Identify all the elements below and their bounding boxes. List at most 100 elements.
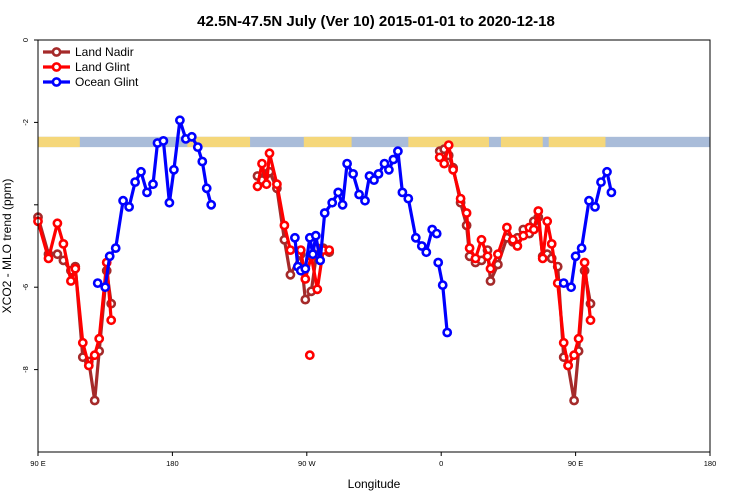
data-point	[130, 177, 140, 187]
data-point	[584, 195, 594, 206]
data-point	[106, 315, 117, 326]
data-point	[307, 249, 318, 260]
data-point	[485, 276, 496, 286]
data-point	[410, 232, 421, 243]
data-point	[264, 148, 275, 159]
data-point	[197, 156, 208, 167]
data-point	[416, 241, 427, 251]
x-tick-label: 90 E	[30, 459, 45, 468]
data-point	[43, 253, 54, 264]
x-tick-label: 90 W	[298, 459, 316, 468]
data-point	[174, 115, 185, 126]
data-point	[285, 269, 296, 280]
legend-item: Ocean Glint	[43, 75, 139, 89]
series-line	[436, 262, 449, 333]
data-point	[324, 245, 335, 255]
series-line	[438, 143, 593, 368]
data-point	[533, 206, 544, 216]
x-axis-label: Longitude	[348, 477, 401, 491]
series-line	[36, 220, 113, 368]
data-point	[433, 257, 444, 268]
data-point	[388, 154, 399, 165]
x-tick-label: 0	[439, 459, 443, 468]
data-point	[461, 208, 472, 218]
data-point	[142, 187, 152, 198]
data-point	[570, 251, 581, 262]
data-point	[285, 245, 296, 255]
data-point	[421, 247, 432, 258]
data-point	[52, 218, 63, 229]
data-point	[443, 140, 454, 150]
data-point	[464, 243, 475, 253]
data-point	[508, 234, 518, 245]
y-tick-label: -8	[21, 366, 30, 373]
data-point	[83, 360, 94, 371]
data-point	[100, 282, 111, 293]
y-tick-label: 0	[21, 38, 30, 42]
band-land	[303, 136, 352, 148]
data-point	[192, 142, 203, 152]
data-point	[606, 187, 617, 198]
data-point	[573, 333, 584, 344]
data-point	[58, 238, 69, 249]
chart-title: 42.5N-47.5N July (Ver 10) 2015-01-01 to …	[197, 13, 555, 30]
data-point	[333, 187, 344, 198]
y-tick-label: -6	[21, 284, 30, 291]
band-land	[500, 136, 543, 148]
data-point	[470, 253, 481, 264]
y-axis: 0 -2 -6 -8	[21, 38, 38, 373]
y-axis-label: XCO2 - MLO trend (ppm)	[0, 179, 14, 314]
data-point	[546, 238, 557, 249]
band-land	[548, 136, 606, 148]
plot-frame	[37, 39, 711, 453]
data-point	[518, 230, 529, 241]
data-point	[271, 179, 282, 190]
data-point	[569, 395, 579, 406]
data-point	[124, 201, 135, 212]
data-point	[542, 216, 553, 227]
data-point	[118, 195, 128, 206]
data-point	[310, 230, 321, 241]
data-point	[434, 152, 445, 163]
legend-item: Land Glint	[43, 60, 130, 74]
data-point	[528, 224, 539, 235]
data-point	[261, 179, 272, 190]
data-point	[279, 220, 290, 231]
data-point	[70, 263, 81, 274]
legend-marker	[51, 62, 62, 72]
data-point	[590, 201, 600, 212]
plot-area	[33, 115, 617, 406]
data-point	[110, 243, 121, 253]
data-point	[136, 166, 146, 177]
data-point	[300, 274, 311, 284]
data-point	[485, 263, 496, 274]
data-point	[392, 146, 403, 157]
data-point	[315, 255, 326, 266]
data-point	[455, 193, 466, 204]
data-point	[89, 350, 100, 361]
x-tick-label: 90 E	[568, 459, 583, 468]
legend-label: Land Nadir	[75, 45, 134, 59]
y-tick-label: -2	[21, 119, 30, 126]
data-point	[337, 199, 348, 210]
data-point	[257, 158, 267, 169]
band-ocean	[38, 136, 710, 148]
data-point	[164, 197, 175, 208]
data-point	[576, 243, 587, 253]
data-point	[563, 360, 573, 371]
data-point	[342, 158, 352, 169]
data-point	[448, 164, 458, 175]
data-point	[94, 333, 105, 344]
data-point	[569, 350, 579, 361]
data-point	[77, 337, 88, 348]
data-point	[354, 189, 364, 200]
legend-marker	[51, 47, 62, 57]
data-point	[201, 183, 212, 194]
data-point	[501, 222, 512, 233]
data-point	[379, 158, 390, 169]
data-point	[319, 208, 330, 218]
x-tick-label: 180	[166, 459, 179, 468]
land-sea-band	[38, 136, 710, 148]
